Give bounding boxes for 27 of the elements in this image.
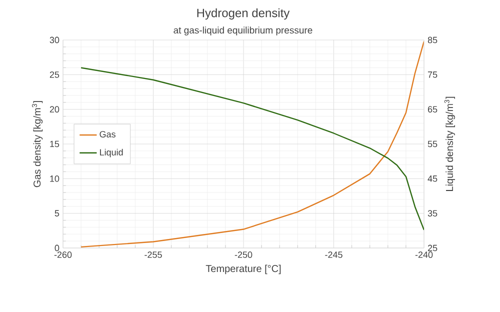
x-axis-title: Temperature [°C] bbox=[206, 264, 281, 274]
y-tick-label: 0 bbox=[54, 244, 60, 252]
x-tick-label: -250 bbox=[234, 252, 252, 258]
y-tick-label: 25 bbox=[50, 71, 60, 78]
line-series bbox=[80, 67, 424, 231]
x-tick-label: -255 bbox=[144, 252, 162, 258]
chart-title: Hydrogen density bbox=[197, 8, 290, 20]
y-axis-title: Gas density [kg/m$^{3}$] bbox=[32, 101, 43, 188]
y-tick-label: 5 bbox=[54, 210, 60, 216]
x-tick-label: -245 bbox=[325, 252, 342, 258]
legend-label: Liquid bbox=[100, 148, 123, 158]
y2-tick-label: 65 bbox=[428, 106, 438, 113]
chart-subtitle: at gas-liquid equilibrium pressure bbox=[174, 26, 312, 36]
y2-axis-title: Liquid density [kg/m$^{3}$] bbox=[444, 96, 455, 191]
y2-tick-label: 75 bbox=[428, 72, 438, 78]
x-tick-label: -240 bbox=[415, 252, 433, 258]
y2-tick-label: 35 bbox=[428, 210, 438, 217]
legend-label: Gas bbox=[100, 131, 116, 138]
y-tick-label: 20 bbox=[50, 106, 60, 113]
y-tick-label: 10 bbox=[50, 175, 60, 182]
x-tick-label: -260 bbox=[54, 252, 72, 258]
y-tick-label: 30 bbox=[50, 36, 60, 44]
y-tick-label: 15 bbox=[50, 140, 60, 148]
y2-tick-label: 25 bbox=[428, 244, 438, 252]
y2-tick-label: 85 bbox=[428, 36, 438, 44]
y2-tick-label: 55 bbox=[428, 140, 438, 148]
y2-tick-label: 45 bbox=[428, 176, 438, 182]
